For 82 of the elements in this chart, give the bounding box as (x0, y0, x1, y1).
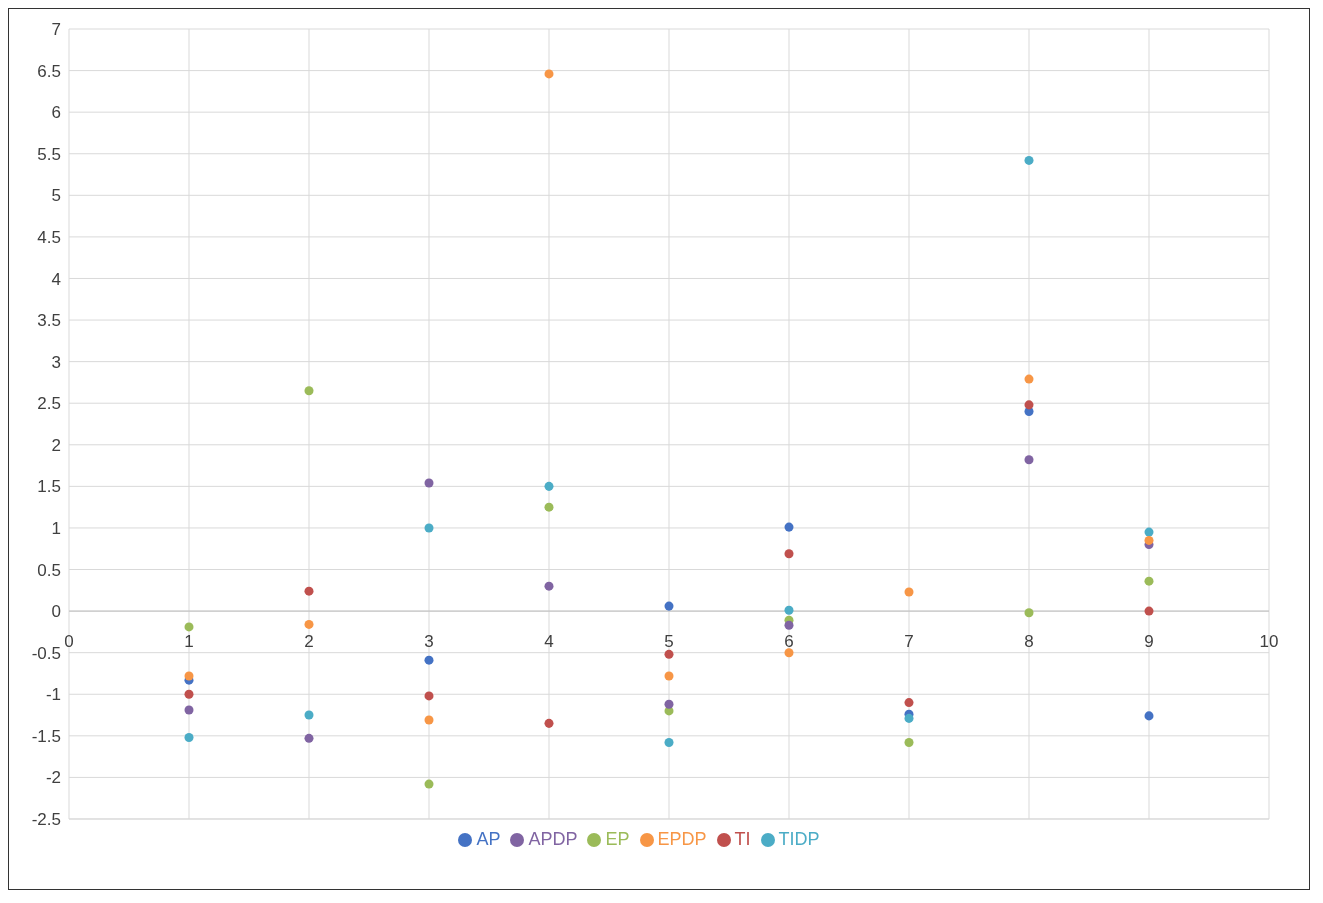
y-tick-label: 5.5 (37, 144, 61, 164)
point (1144, 711, 1154, 721)
point (184, 671, 194, 681)
point (1144, 535, 1154, 545)
point (1024, 374, 1034, 384)
point (184, 689, 194, 699)
legend-label: TI (734, 829, 751, 849)
point (1144, 606, 1154, 616)
y-tick-label: 4.5 (37, 227, 61, 247)
point (1144, 527, 1154, 537)
point (664, 601, 674, 611)
y-tick-label: 2 (51, 435, 61, 455)
legend-label: EP (605, 829, 630, 849)
point (424, 478, 434, 488)
y-tick-label: 0.5 (37, 560, 61, 580)
x-tick-label: 0 (64, 632, 74, 652)
y-tick-label: 7 (51, 20, 61, 40)
legend-label: EPDP (657, 829, 707, 849)
y-tick-label: 6 (51, 103, 61, 123)
point (304, 733, 314, 743)
x-tick-label: 2 (304, 632, 314, 652)
y-tick-label: -2 (45, 768, 61, 788)
point (544, 502, 554, 512)
y-tick-label: -0.5 (31, 643, 61, 663)
point (184, 622, 194, 632)
y-tick-label: 6.5 (37, 61, 61, 81)
point (664, 671, 674, 681)
x-tick-label: 4 (544, 632, 554, 652)
point (904, 698, 914, 708)
y-tick-label: 1 (51, 518, 61, 538)
point (424, 715, 434, 725)
point (1024, 608, 1034, 618)
y-tick-label: 4 (51, 269, 61, 289)
y-tick-label: 0 (51, 602, 61, 622)
y-tick-label: 3.5 (37, 311, 61, 331)
legend-label: AP (476, 829, 501, 849)
point (544, 718, 554, 728)
point (904, 713, 914, 723)
point (544, 581, 554, 591)
point (1024, 400, 1034, 410)
x-tick-label: 10 (1259, 632, 1279, 652)
x-tick-label: 3 (424, 632, 434, 652)
point (424, 691, 434, 701)
point (784, 522, 794, 532)
y-tick-label: -2.5 (31, 810, 61, 830)
point (424, 655, 434, 665)
point (304, 619, 314, 629)
legend-label: APDP (528, 829, 578, 849)
point (784, 648, 794, 658)
point (184, 733, 194, 743)
point (544, 481, 554, 491)
x-tick-label: 1 (184, 632, 194, 652)
y-tick-label: 3 (51, 352, 61, 372)
x-tick-label: 8 (1024, 632, 1034, 652)
point (184, 705, 194, 715)
point (904, 587, 914, 597)
x-tick-label: 9 (1144, 632, 1154, 652)
point (544, 69, 554, 79)
point (1024, 455, 1034, 465)
point (664, 699, 674, 709)
point (664, 737, 674, 747)
point (304, 710, 314, 720)
x-tick-label: 6 (784, 632, 794, 652)
y-tick-label: -1 (45, 685, 61, 705)
legend-label: TIDP (778, 829, 820, 849)
y-tick-label: 5 (51, 186, 61, 206)
point (304, 586, 314, 596)
point (1024, 155, 1034, 165)
point (1144, 576, 1154, 586)
y-tick-label: 1.5 (37, 477, 61, 497)
point (424, 523, 434, 533)
x-tick-label: 5 (664, 632, 674, 652)
x-tick-label: 7 (904, 632, 914, 652)
y-tick-label: -1.5 (31, 726, 61, 746)
y-tick-label: 2.5 (37, 394, 61, 414)
point (664, 649, 674, 659)
point (784, 549, 794, 559)
point (424, 779, 434, 789)
point (784, 620, 794, 630)
point (784, 605, 794, 615)
point (904, 737, 914, 747)
point (304, 386, 314, 396)
